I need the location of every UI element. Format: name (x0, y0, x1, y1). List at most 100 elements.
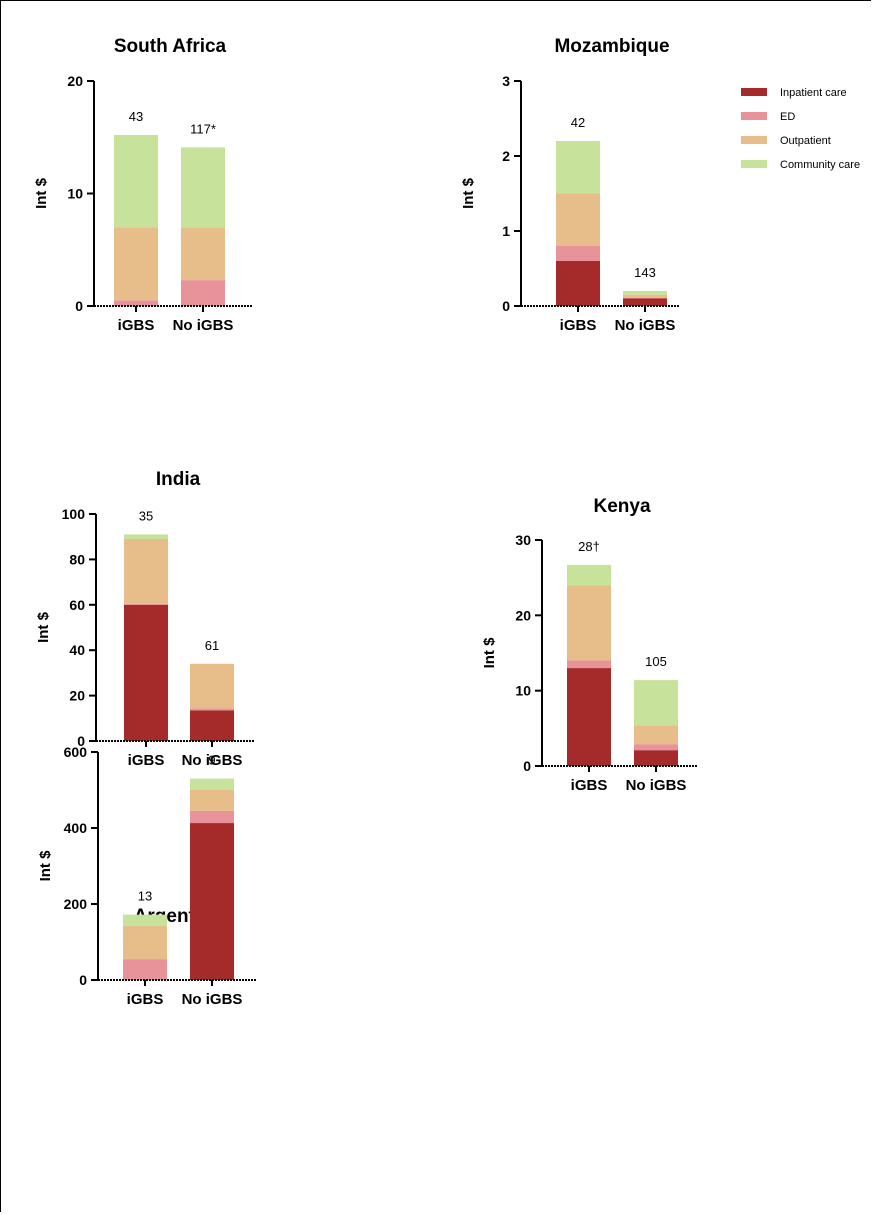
bar-annotation: 143 (634, 265, 656, 280)
bar-segment-igbs-community (567, 564, 611, 586)
x-tick-label: iGBS (128, 752, 165, 769)
chart-title: Kenya (593, 496, 650, 517)
bar-segment-no-igbs-ed (634, 744, 678, 751)
chart-kenya: Kenya Int $ 28† iGBS 105 No iGBS 0 10 20 30 (481, 496, 698, 794)
bar-segment-no-igbs-outpatient (634, 725, 678, 745)
y-tick-label: 600 (64, 744, 88, 760)
bar-segment-no-igbs-community (623, 291, 667, 295)
bar-segment-igbs-outpatient (124, 538, 168, 604)
bar-annotation: 61 (205, 638, 219, 653)
x-tick-label: No iGBS (615, 317, 676, 334)
bar-annotation: 105 (645, 654, 667, 669)
legend-label-inpatient: Inpatient care (780, 87, 847, 99)
bar-segment-igbs-community (123, 914, 167, 927)
bar-segment-igbs-outpatient (123, 926, 167, 960)
x-tick-label: iGBS (118, 317, 155, 334)
y-axis-label: Int $ (481, 637, 498, 668)
bar-segment-igbs-ed (123, 959, 167, 980)
bar-segment-igbs-community (114, 135, 158, 228)
y-tick-label: 40 (69, 642, 85, 658)
chart-title: Mozambique (554, 36, 669, 57)
bar-segment-no-igbs-outpatient (181, 227, 225, 281)
bar-segment-no-igbs-community (190, 778, 234, 790)
legend-label-ed: ED (780, 111, 795, 123)
bar-segment-no-igbs-inpatient (190, 823, 234, 980)
y-tick-label: 80 (69, 551, 85, 567)
y-tick-label: 20 (67, 73, 83, 89)
bar-segment-no-igbs-outpatient (190, 790, 234, 811)
y-tick-label: 1 (502, 223, 510, 239)
bar-segment-igbs-community (124, 534, 168, 539)
x-tick-label: No iGBS (173, 317, 234, 334)
chart-title: India (156, 469, 201, 490)
legend-label-outpatient: Outpatient (780, 135, 831, 147)
y-axis-label: Int $ (37, 850, 54, 881)
x-tick-label: iGBS (571, 777, 608, 794)
bar-segment-no-igbs-community (634, 680, 678, 726)
legend-swatch-outpatient (741, 136, 767, 144)
x-tick-label: No iGBS (626, 777, 687, 794)
chart-south-africa: South Africa Int $ 43 iGBS 117* No iGBS 0 10 20 (33, 36, 253, 334)
bar-annotation: 28† (578, 539, 600, 554)
y-tick-label: 400 (64, 820, 88, 836)
x-tick-label: iGBS (127, 991, 164, 1008)
bar-annotation: 43 (129, 109, 143, 124)
bar-annotation: 42 (571, 115, 585, 130)
chart-mozambique: Mozambique Int $ 42 iGBS 143 No iGBS 0 1 2 3 (460, 36, 680, 334)
y-tick-label: 100 (62, 506, 86, 522)
bar-segment-igbs-inpatient (567, 668, 611, 766)
bar-segment-igbs-community (556, 141, 600, 194)
chart-title: South Africa (114, 36, 227, 57)
bar-segment-igbs-ed (556, 246, 600, 261)
y-axis-label: Int $ (33, 177, 50, 208)
bar-segment-no-igbs-outpatient (623, 294, 667, 298)
chart-india: India Int $ 35 iGBS 61 No iGBS 0 20 40 60 80 100 (35, 469, 255, 769)
bar-segment-no-igbs-inpatient (190, 710, 234, 741)
y-tick-label: 20 (69, 688, 85, 704)
y-tick-label: 10 (67, 186, 83, 202)
bar-annotation: 35 (139, 508, 153, 523)
bar-segment-igbs-outpatient (556, 193, 600, 246)
y-tick-label: 20 (515, 607, 531, 623)
bar-segment-igbs-ed (124, 603, 168, 605)
y-tick-label: 0 (79, 972, 87, 988)
bar-segment-no-igbs-ed (190, 708, 234, 711)
y-tick-label: 0 (77, 733, 85, 749)
bar-annotation: 9 (208, 753, 215, 768)
bar-segment-no-igbs-community (181, 147, 225, 228)
bar-segment-igbs-outpatient (567, 585, 611, 661)
legend-swatch-inpatient (741, 88, 767, 96)
y-tick-label: 2 (502, 148, 510, 164)
bar-annotation: 117* (190, 121, 216, 136)
bar-segment-no-igbs-ed (181, 280, 225, 306)
bar-segment-no-igbs-inpatient (623, 298, 667, 306)
bar-segment-igbs-inpatient (124, 604, 168, 741)
y-tick-label: 0 (502, 298, 510, 314)
bar-segment-no-igbs-inpatient (634, 750, 678, 766)
bar-segment-no-igbs-ed (623, 297, 667, 299)
y-tick-label: 60 (69, 597, 85, 613)
bar-segment-igbs-ed (114, 300, 158, 306)
y-tick-label: 0 (523, 758, 531, 774)
x-tick-label: No iGBS (182, 752, 243, 769)
bar-segment-igbs-ed (567, 660, 611, 669)
bar-segment-no-igbs-outpatient (190, 663, 234, 709)
bar-annotation: 13 (138, 889, 152, 904)
legend-label-community: Community care (780, 159, 860, 171)
legend-swatch-ed (741, 112, 767, 120)
y-tick-label: 30 (515, 532, 531, 548)
y-tick-label: 3 (502, 73, 510, 89)
legend: Inpatient care ED Outpatient Community care (741, 87, 860, 171)
bar-segment-igbs-outpatient (114, 227, 158, 301)
x-tick-label: No iGBS (182, 991, 243, 1008)
legend-swatch-community (741, 160, 767, 168)
y-axis-label: Int $ (35, 611, 52, 642)
x-tick-label: iGBS (560, 317, 597, 334)
bar-segment-igbs-inpatient (556, 261, 600, 306)
y-axis-label: Int $ (460, 177, 477, 208)
y-tick-label: 200 (64, 896, 88, 912)
y-tick-label: 0 (75, 298, 83, 314)
